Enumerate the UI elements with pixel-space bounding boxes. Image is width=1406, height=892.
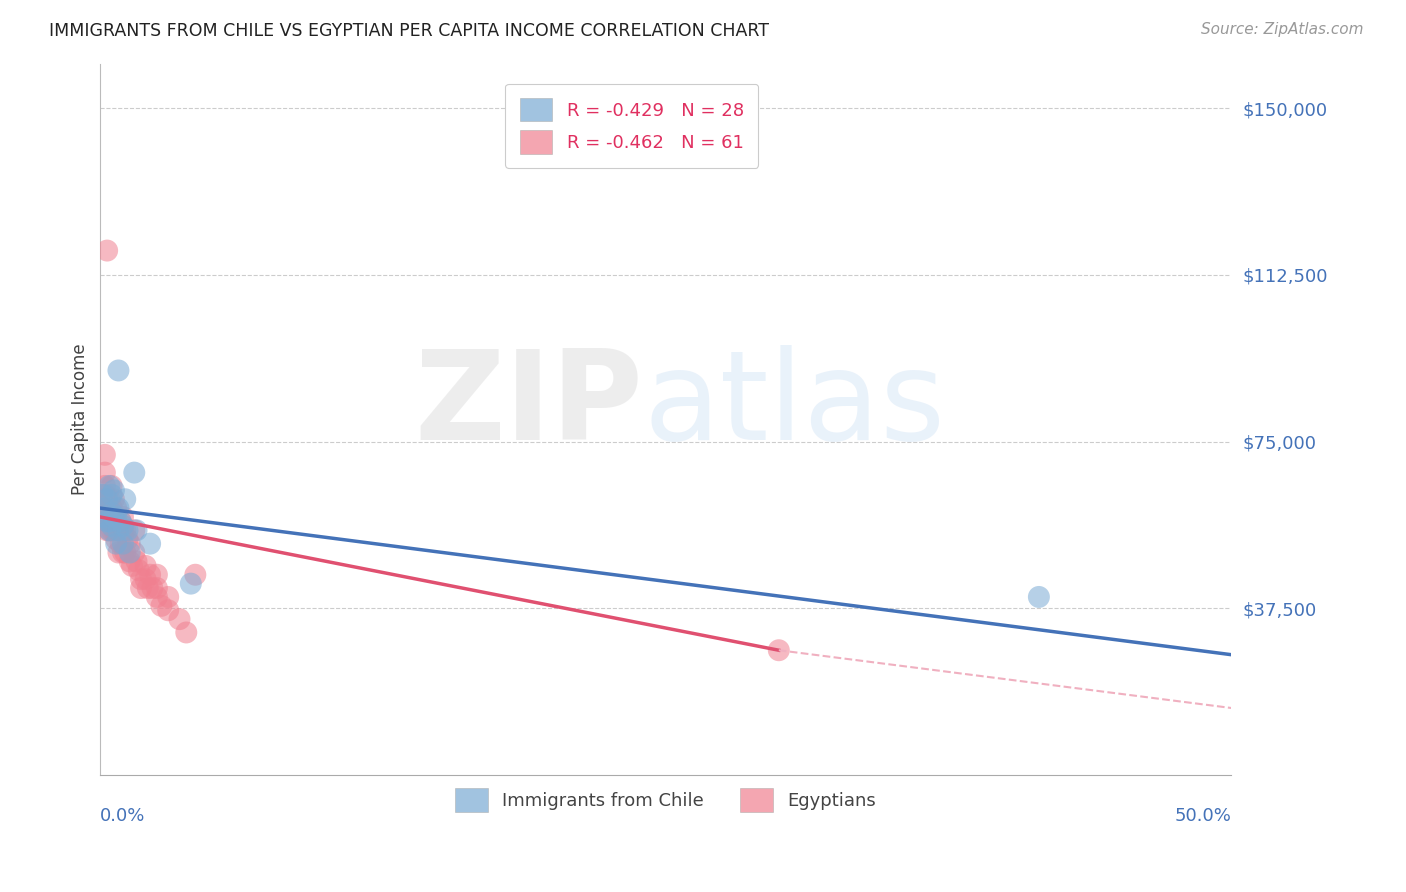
Point bbox=[768, 643, 790, 657]
Point bbox=[157, 603, 180, 617]
Point bbox=[114, 492, 136, 507]
Point bbox=[91, 488, 114, 502]
Point bbox=[174, 625, 197, 640]
Point bbox=[105, 510, 128, 524]
Point bbox=[111, 510, 134, 524]
Point bbox=[146, 590, 169, 604]
Point bbox=[121, 558, 143, 573]
Point bbox=[94, 501, 117, 516]
Point bbox=[136, 581, 159, 595]
Point bbox=[157, 590, 180, 604]
Point bbox=[98, 524, 121, 538]
Point bbox=[103, 510, 125, 524]
Text: IMMIGRANTS FROM CHILE VS EGYPTIAN PER CAPITA INCOME CORRELATION CHART: IMMIGRANTS FROM CHILE VS EGYPTIAN PER CA… bbox=[49, 22, 769, 40]
Point bbox=[110, 536, 132, 550]
Point bbox=[96, 492, 118, 507]
Point bbox=[103, 524, 125, 538]
Point bbox=[98, 510, 121, 524]
Point bbox=[103, 510, 125, 524]
Point bbox=[107, 524, 129, 538]
Point bbox=[111, 545, 134, 559]
Point bbox=[117, 533, 139, 547]
Point bbox=[1028, 590, 1050, 604]
Point bbox=[111, 524, 134, 538]
Point bbox=[105, 536, 128, 550]
Point bbox=[150, 599, 173, 613]
Point bbox=[107, 501, 129, 516]
Text: ZIP: ZIP bbox=[415, 344, 643, 466]
Point bbox=[103, 483, 125, 498]
Point bbox=[129, 572, 152, 586]
Point bbox=[128, 563, 150, 577]
Point bbox=[135, 558, 157, 573]
Point bbox=[94, 510, 117, 524]
Point bbox=[117, 524, 139, 538]
Point bbox=[124, 545, 146, 559]
Point bbox=[146, 581, 169, 595]
Point bbox=[96, 515, 118, 529]
Point bbox=[118, 554, 141, 568]
Point bbox=[96, 515, 118, 529]
Point bbox=[100, 515, 122, 529]
Point bbox=[91, 510, 114, 524]
Point bbox=[100, 479, 122, 493]
Point bbox=[100, 501, 122, 516]
Point bbox=[146, 567, 169, 582]
Point bbox=[98, 501, 121, 516]
Point bbox=[107, 524, 129, 538]
Point bbox=[105, 501, 128, 516]
Point bbox=[100, 488, 122, 502]
Point bbox=[111, 519, 134, 533]
Point bbox=[107, 363, 129, 377]
Point bbox=[98, 524, 121, 538]
Point bbox=[135, 572, 157, 586]
Point bbox=[129, 581, 152, 595]
Point bbox=[125, 554, 148, 568]
Point bbox=[114, 545, 136, 559]
Point bbox=[91, 492, 114, 507]
Point bbox=[96, 501, 118, 516]
Point bbox=[96, 492, 118, 507]
Point bbox=[114, 524, 136, 538]
Point bbox=[94, 479, 117, 493]
Text: Source: ZipAtlas.com: Source: ZipAtlas.com bbox=[1201, 22, 1364, 37]
Point bbox=[124, 524, 146, 538]
Point bbox=[110, 515, 132, 529]
Text: 50.0%: 50.0% bbox=[1174, 806, 1232, 824]
Point bbox=[107, 545, 129, 559]
Y-axis label: Per Capita Income: Per Capita Income bbox=[72, 343, 89, 495]
Point bbox=[105, 515, 128, 529]
Point bbox=[139, 536, 162, 550]
Point bbox=[100, 519, 122, 533]
Point bbox=[98, 479, 121, 493]
Point bbox=[103, 492, 125, 507]
Point bbox=[94, 501, 117, 516]
Point bbox=[105, 533, 128, 547]
Point bbox=[96, 524, 118, 538]
Point bbox=[94, 466, 117, 480]
Point bbox=[169, 612, 191, 626]
Point bbox=[124, 466, 146, 480]
Point bbox=[98, 515, 121, 529]
Point bbox=[100, 524, 122, 538]
Point bbox=[118, 545, 141, 559]
Point bbox=[94, 448, 117, 462]
Point bbox=[111, 536, 134, 550]
Point bbox=[180, 576, 202, 591]
Point bbox=[100, 506, 122, 520]
Point bbox=[118, 536, 141, 550]
Text: atlas: atlas bbox=[643, 344, 945, 466]
Point bbox=[141, 581, 163, 595]
Point bbox=[98, 492, 121, 507]
Legend: Immigrants from Chile, Egyptians: Immigrants from Chile, Egyptians bbox=[449, 781, 883, 819]
Text: 0.0%: 0.0% bbox=[100, 806, 146, 824]
Point bbox=[96, 244, 118, 258]
Point bbox=[184, 567, 207, 582]
Point bbox=[125, 524, 148, 538]
Point bbox=[94, 510, 117, 524]
Point bbox=[139, 567, 162, 582]
Point bbox=[110, 515, 132, 529]
Point bbox=[94, 488, 117, 502]
